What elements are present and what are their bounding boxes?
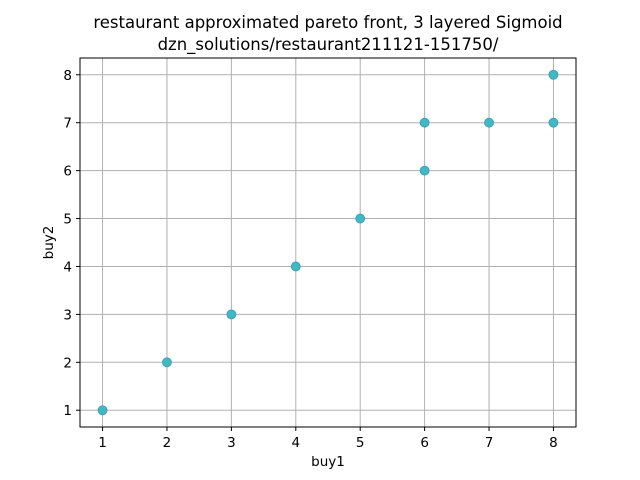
y-tick-label: 4 (63, 259, 72, 275)
x-axis-label: buy1 (311, 454, 345, 470)
data-point (97, 405, 108, 416)
data-point (226, 309, 237, 320)
x-tick-label: 6 (420, 435, 429, 451)
y-tick-label: 1 (63, 403, 72, 419)
chart-subtitle: dzn_solutions/restaurant211121-151750/ (158, 35, 499, 55)
data-point (419, 117, 430, 128)
y-tick-label: 8 (63, 68, 72, 84)
data-point (290, 261, 301, 272)
x-tick-label: 5 (356, 435, 365, 451)
data-point (484, 117, 494, 128)
data-points (97, 69, 559, 416)
x-tick-label: 2 (163, 435, 172, 451)
x-tick-label: 4 (291, 435, 300, 451)
y-axis-label: buy2 (41, 226, 57, 260)
data-point (419, 165, 430, 176)
data-point (548, 117, 559, 128)
x-tick-label: 8 (549, 435, 558, 451)
x-tick-label: 7 (485, 435, 494, 451)
chart-title: restaurant approximated pareto front, 3 … (93, 13, 562, 32)
data-point (548, 69, 559, 80)
y-tick-label: 2 (63, 355, 72, 371)
x-tick-label: 3 (227, 435, 236, 451)
y-tick-label: 5 (63, 212, 72, 228)
y-tick-label: 7 (63, 116, 72, 132)
x-tick-label: 1 (98, 435, 107, 451)
grid (80, 58, 576, 427)
plot-frame (79, 57, 577, 428)
y-tick-label: 6 (63, 164, 72, 180)
y-tick-label: 3 (63, 307, 72, 323)
axis-ticks: 1 2 3 4 5 6 7 8 1 2 3 4 5 6 7 8 (63, 68, 557, 451)
data-point (355, 213, 366, 224)
data-point (162, 357, 172, 368)
